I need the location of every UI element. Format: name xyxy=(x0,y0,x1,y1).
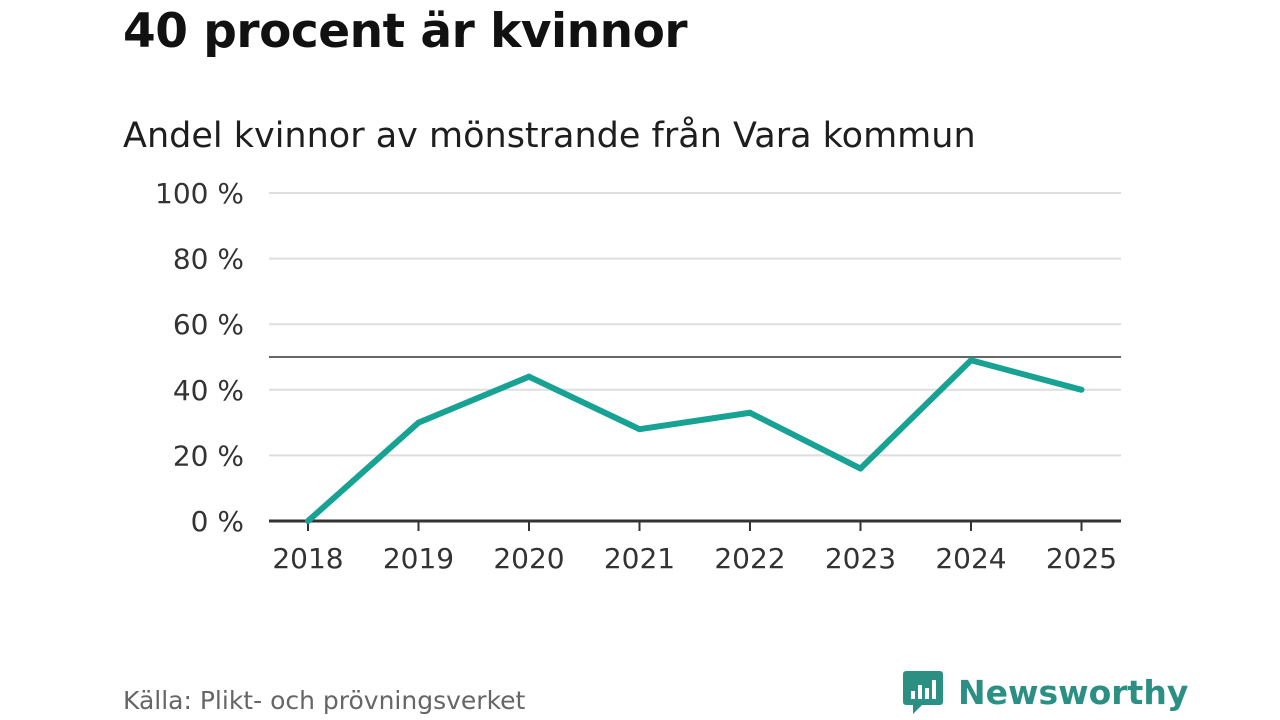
x-tick-label: 2024 xyxy=(935,542,1006,575)
y-tick-label: 0 % xyxy=(191,505,244,538)
x-tick-label: 2023 xyxy=(825,542,896,575)
data-point-2022 xyxy=(747,409,753,416)
y-tick-label: 60 % xyxy=(173,308,244,341)
data-point-2025 xyxy=(1078,386,1085,393)
x-tick-label: 2022 xyxy=(714,542,785,575)
chart-title: Andel kvinnor av mönstrande från Vara ko… xyxy=(123,116,976,156)
y-tick-label: 100 % xyxy=(155,177,244,210)
data-point-2024 xyxy=(968,357,974,364)
data-point-2023 xyxy=(857,465,864,472)
data-point-2020 xyxy=(526,373,532,380)
x-tick-label: 2018 xyxy=(272,542,343,575)
series-group xyxy=(305,357,1085,524)
x-tick-label: 2025 xyxy=(1046,542,1117,575)
x-axis xyxy=(269,519,1121,531)
headline: 40 procent är kvinnor xyxy=(123,4,688,59)
tick-labels: 0 % 20 % 40 % 60 % 80 % 100 % 2018 2019 2020 2021… xyxy=(155,177,1117,575)
y-tick-label: 40 % xyxy=(173,374,244,407)
data-point-2018 xyxy=(305,518,311,524)
x-tick-label: 2021 xyxy=(604,542,675,575)
gridlines xyxy=(269,192,1121,457)
y-tick-label: 20 % xyxy=(173,439,244,472)
series-line-0 xyxy=(306,357,1083,524)
x-tick-label: 2020 xyxy=(493,542,564,575)
data-point-2019 xyxy=(415,419,422,426)
data-point-2021 xyxy=(636,426,643,433)
y-tick-label: 80 % xyxy=(173,243,244,276)
brand-name: Newsworthy xyxy=(958,672,1189,712)
brand: Newsworthy xyxy=(902,670,1188,714)
newsworthy-logo-icon xyxy=(903,671,943,714)
source-note: Källa: Plikt- och prövningsverket xyxy=(123,686,526,715)
x-tick-label: 2019 xyxy=(383,542,454,575)
